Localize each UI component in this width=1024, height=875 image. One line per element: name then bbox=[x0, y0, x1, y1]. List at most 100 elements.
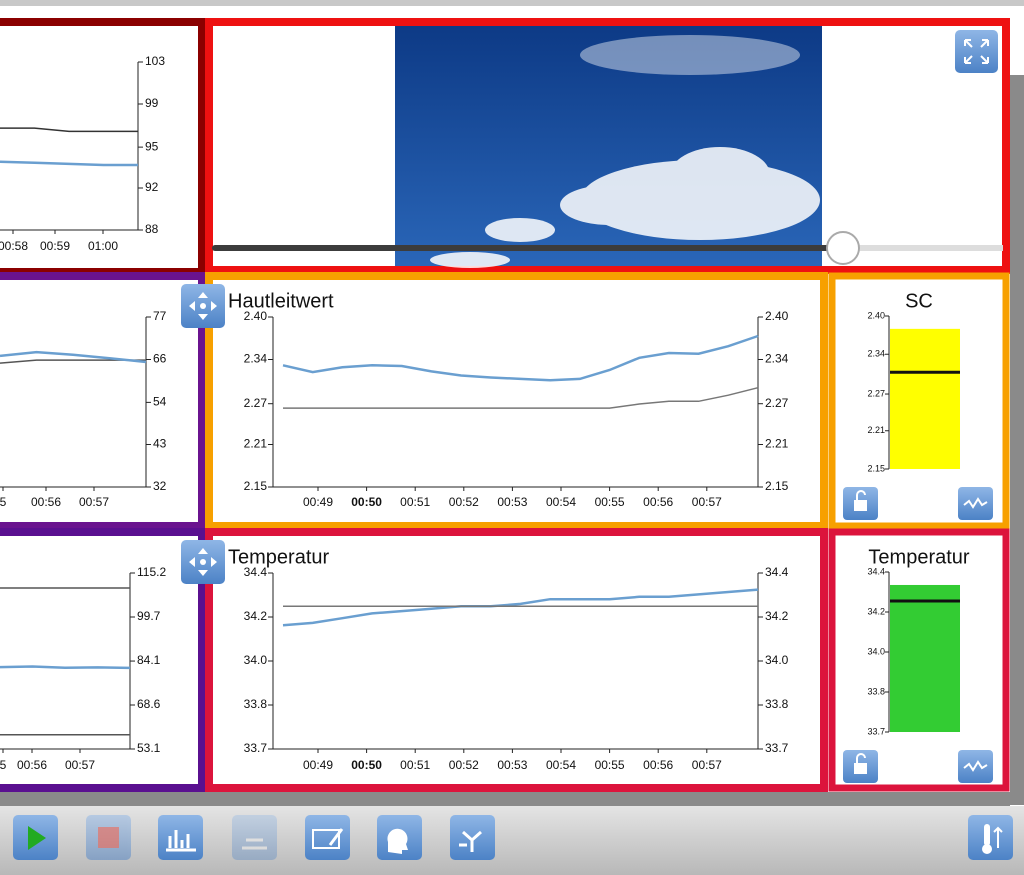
scale-button[interactable] bbox=[958, 487, 993, 520]
y-tick-label: 54 bbox=[153, 395, 167, 409]
y-tick-label: 2.27 bbox=[867, 388, 885, 398]
y-tick-label: 33.7 bbox=[765, 741, 789, 755]
data-line bbox=[0, 127, 138, 133]
y-tick-label: 2.15 bbox=[244, 479, 268, 493]
data-line bbox=[282, 588, 759, 627]
data-line bbox=[0, 350, 147, 364]
data-line bbox=[0, 160, 138, 167]
y-tick-label: 115.2 bbox=[137, 565, 166, 579]
y-tick-label: 103 bbox=[145, 54, 165, 68]
top-strip bbox=[0, 0, 1024, 6]
x-tick-label: 00:53 bbox=[497, 495, 527, 509]
y-tick-label: 95 bbox=[145, 139, 159, 153]
y-tick-label: 33.8 bbox=[244, 697, 268, 711]
panel-frame bbox=[0, 528, 206, 792]
panel-frame bbox=[0, 272, 206, 530]
panel-title: Temperatur bbox=[228, 546, 329, 568]
x-tick-label: 00:52 bbox=[449, 495, 479, 509]
stop-button[interactable] bbox=[86, 815, 131, 860]
gauge-bar bbox=[890, 328, 960, 469]
x-tick-label: 00:57 bbox=[692, 495, 722, 509]
clouds bbox=[430, 35, 820, 268]
y-tick-label: 34.2 bbox=[867, 606, 885, 616]
panel-frame bbox=[828, 528, 1010, 792]
y-tick-label: 34.2 bbox=[765, 609, 789, 623]
y-tick-label: 34.0 bbox=[867, 646, 885, 656]
y-tick-label: 84.1 bbox=[137, 653, 161, 667]
panel-title: Temperatur bbox=[868, 546, 969, 568]
x-tick-label: 5 bbox=[0, 495, 7, 509]
y-tick-label: 34.0 bbox=[765, 653, 789, 667]
x-tick-label: 00:49 bbox=[303, 495, 333, 509]
y-tick-label: 2.21 bbox=[244, 437, 268, 451]
move-button[interactable] bbox=[181, 284, 225, 328]
lock-button[interactable] bbox=[843, 487, 878, 520]
y-tick-label: 2.40 bbox=[867, 310, 885, 320]
x-tick-label: 00:52 bbox=[449, 758, 479, 772]
y-tick-label: 2.40 bbox=[244, 309, 268, 323]
y-tick-label: 2.21 bbox=[867, 425, 885, 435]
y-tick-label: 2.34 bbox=[244, 352, 268, 366]
x-tick-label: 00:54 bbox=[546, 758, 576, 772]
x-tick-label: 00:54 bbox=[546, 495, 576, 509]
x-tick-label: 00:50 bbox=[351, 495, 382, 509]
x-tick-label: 5 bbox=[0, 758, 7, 772]
sensor-button[interactable] bbox=[968, 815, 1013, 860]
y-tick-label: 92 bbox=[145, 180, 159, 194]
y-tick-label: 2.34 bbox=[765, 352, 789, 366]
voice-button[interactable] bbox=[377, 815, 422, 860]
disabled-button[interactable] bbox=[232, 815, 277, 860]
x-tick-label: 00:56 bbox=[643, 495, 673, 509]
x-tick-label: 00:57 bbox=[79, 495, 109, 509]
y-tick-label: 43 bbox=[153, 437, 167, 451]
panel-title: SC bbox=[905, 290, 933, 312]
bottom-shade bbox=[0, 792, 1010, 806]
y-tick-label: 99 bbox=[145, 96, 159, 110]
y-tick-label: 34.4 bbox=[244, 565, 268, 579]
x-tick-label: 00:56 bbox=[17, 758, 47, 772]
x-tick-label: 00:56 bbox=[31, 495, 61, 509]
y-tick-label: 53.1 bbox=[137, 741, 161, 755]
x-tick-label: 00:55 bbox=[595, 495, 625, 509]
x-tick-label: 00:58 bbox=[0, 239, 28, 253]
x-tick-label: 00:57 bbox=[65, 758, 95, 772]
y-tick-label: 33.8 bbox=[867, 686, 885, 696]
y-tick-label: 2.27 bbox=[244, 396, 268, 410]
gauge-bar bbox=[890, 584, 960, 732]
y-tick-label: 33.7 bbox=[244, 741, 268, 755]
y-tick-label: 88 bbox=[145, 222, 159, 236]
fullscreen-button[interactable] bbox=[955, 30, 998, 73]
y-tick-label: 2.15 bbox=[867, 463, 885, 473]
slider-knob[interactable] bbox=[826, 231, 860, 265]
data-line bbox=[283, 386, 759, 409]
panel-title: Hautleitwert bbox=[228, 290, 334, 312]
y-tick-label: 68.6 bbox=[137, 697, 161, 711]
data-line bbox=[282, 334, 759, 382]
x-tick-label: 00:57 bbox=[692, 758, 722, 772]
edit-button[interactable] bbox=[305, 815, 350, 860]
x-tick-label: 01:00 bbox=[88, 239, 118, 253]
x-tick-label: 00:51 bbox=[400, 495, 430, 509]
play-button[interactable] bbox=[13, 815, 58, 860]
x-tick-label: 00:51 bbox=[400, 758, 430, 772]
x-tick-label: 00:53 bbox=[497, 758, 527, 772]
y-tick-label: 34.0 bbox=[244, 653, 268, 667]
panel-frame bbox=[205, 272, 828, 530]
move-button[interactable] bbox=[181, 540, 225, 584]
data-line bbox=[0, 665, 131, 670]
y-tick-label: 77 bbox=[153, 309, 167, 323]
y-tick-label: 33.8 bbox=[765, 697, 789, 711]
video-frame bbox=[205, 18, 1010, 274]
merge-button[interactable] bbox=[450, 815, 495, 860]
chart-button[interactable] bbox=[158, 815, 203, 860]
y-tick-label: 34.2 bbox=[244, 609, 268, 623]
y-tick-label: 2.34 bbox=[867, 349, 885, 359]
panel-frame bbox=[828, 272, 1010, 530]
scale-button[interactable] bbox=[958, 750, 993, 783]
y-tick-label: 66 bbox=[153, 352, 167, 366]
y-tick-label: 34.4 bbox=[867, 566, 885, 576]
lock-button[interactable] bbox=[843, 750, 878, 783]
y-tick-label: 33.7 bbox=[867, 726, 885, 736]
